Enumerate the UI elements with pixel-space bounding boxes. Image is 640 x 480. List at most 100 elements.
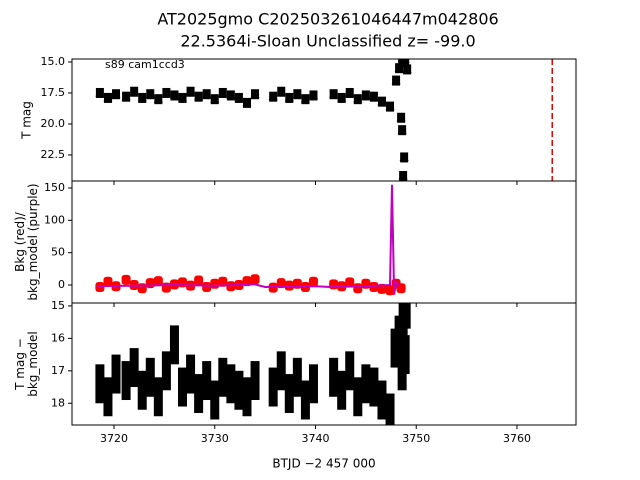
x-tick-label: 3760 (503, 432, 531, 445)
data-band (345, 87, 354, 98)
data-point (370, 384, 377, 391)
data-band (309, 90, 318, 101)
data-band (162, 87, 171, 98)
data-band (251, 89, 260, 100)
data-point (338, 387, 345, 394)
data-point (353, 283, 363, 294)
data-band (138, 92, 147, 103)
data-band (401, 59, 410, 65)
data-point (211, 397, 218, 404)
data-band (293, 89, 302, 100)
data-point (403, 306, 410, 313)
data-point (294, 374, 301, 381)
data-point (179, 384, 186, 391)
data-point (250, 274, 260, 285)
data-point (153, 276, 163, 287)
data-band (353, 94, 362, 105)
y-axis-label: T mag (20, 101, 34, 140)
data-point (354, 393, 361, 400)
data-band (202, 89, 211, 100)
y-tick-label: 15 (51, 299, 65, 312)
data-point (194, 275, 204, 286)
data-point (187, 371, 194, 378)
x-tick-label: 3740 (301, 432, 329, 445)
data-band (377, 96, 386, 107)
data-point (387, 409, 394, 416)
data-band (154, 94, 163, 105)
data-band (218, 87, 227, 98)
error-bar (385, 393, 395, 425)
y-tick-label: 22.5 (41, 148, 66, 161)
data-point (104, 393, 111, 400)
data-point (171, 341, 178, 348)
data-band (122, 91, 131, 102)
data-point (330, 374, 337, 381)
data-band (399, 171, 408, 181)
data-point (219, 374, 226, 381)
data-band (285, 92, 294, 103)
data-band (400, 152, 409, 163)
data-band (170, 90, 179, 101)
data-band (242, 97, 251, 108)
plot-area (95, 59, 553, 181)
data-band (95, 87, 104, 98)
data-band (397, 112, 406, 123)
plot-area (95, 303, 411, 425)
data-point (121, 274, 131, 285)
data-band (269, 91, 278, 102)
data-point (163, 367, 170, 374)
data-band (329, 89, 338, 100)
data-band (112, 89, 121, 100)
x-tick-label: 3750 (402, 432, 430, 445)
data-band (337, 92, 346, 103)
data-point (286, 390, 293, 397)
data-point (155, 393, 162, 400)
data-point (310, 380, 317, 387)
x-axis-label: BTJD −2 457 000 (272, 457, 375, 471)
y-tick-label: 17 (51, 364, 65, 377)
y-tick-label: 18 (51, 396, 65, 409)
plot-area (95, 184, 406, 296)
y-axis-label: bkg_model (26, 331, 40, 397)
data-point (243, 393, 250, 400)
data-point (399, 367, 406, 374)
error-bar (401, 303, 411, 329)
data-point (123, 377, 130, 384)
data-point (145, 278, 155, 289)
axes-frame (71, 302, 577, 426)
data-point (385, 285, 395, 296)
data-point (378, 397, 385, 404)
data-band (103, 92, 112, 103)
data-point (210, 278, 220, 289)
data-point (131, 364, 138, 371)
data-band (210, 94, 219, 105)
data-point (235, 387, 242, 394)
data-band (186, 86, 195, 97)
data-band (395, 63, 404, 74)
y-tick-label: 17.5 (41, 86, 66, 99)
x-tick-label: 3720 (100, 432, 128, 445)
data-band (194, 91, 203, 102)
data-band (146, 89, 155, 100)
data-point (369, 281, 379, 292)
data-point (203, 377, 210, 384)
y-tick-label: 50 (51, 246, 65, 259)
x-tick-label: 3730 (201, 432, 229, 445)
data-band (277, 86, 286, 97)
data-point (308, 276, 318, 287)
data-point (113, 371, 120, 378)
data-point (302, 397, 309, 404)
chart-title: AT2025gmo C202503261046447m042806 (157, 10, 498, 29)
y-tick-label: 20.0 (41, 117, 66, 130)
chart-title: 22.5364i-Sloan Unclassified z= -99.0 (180, 32, 475, 51)
data-band (234, 92, 243, 103)
data-band (392, 75, 401, 86)
data-point (226, 281, 236, 292)
data-point (218, 276, 228, 287)
data-point (227, 380, 234, 387)
annotation: s89 cam1ccd3 (105, 58, 185, 71)
data-point (147, 374, 154, 381)
y-axis-label: Bkg (red)/ (13, 211, 27, 272)
